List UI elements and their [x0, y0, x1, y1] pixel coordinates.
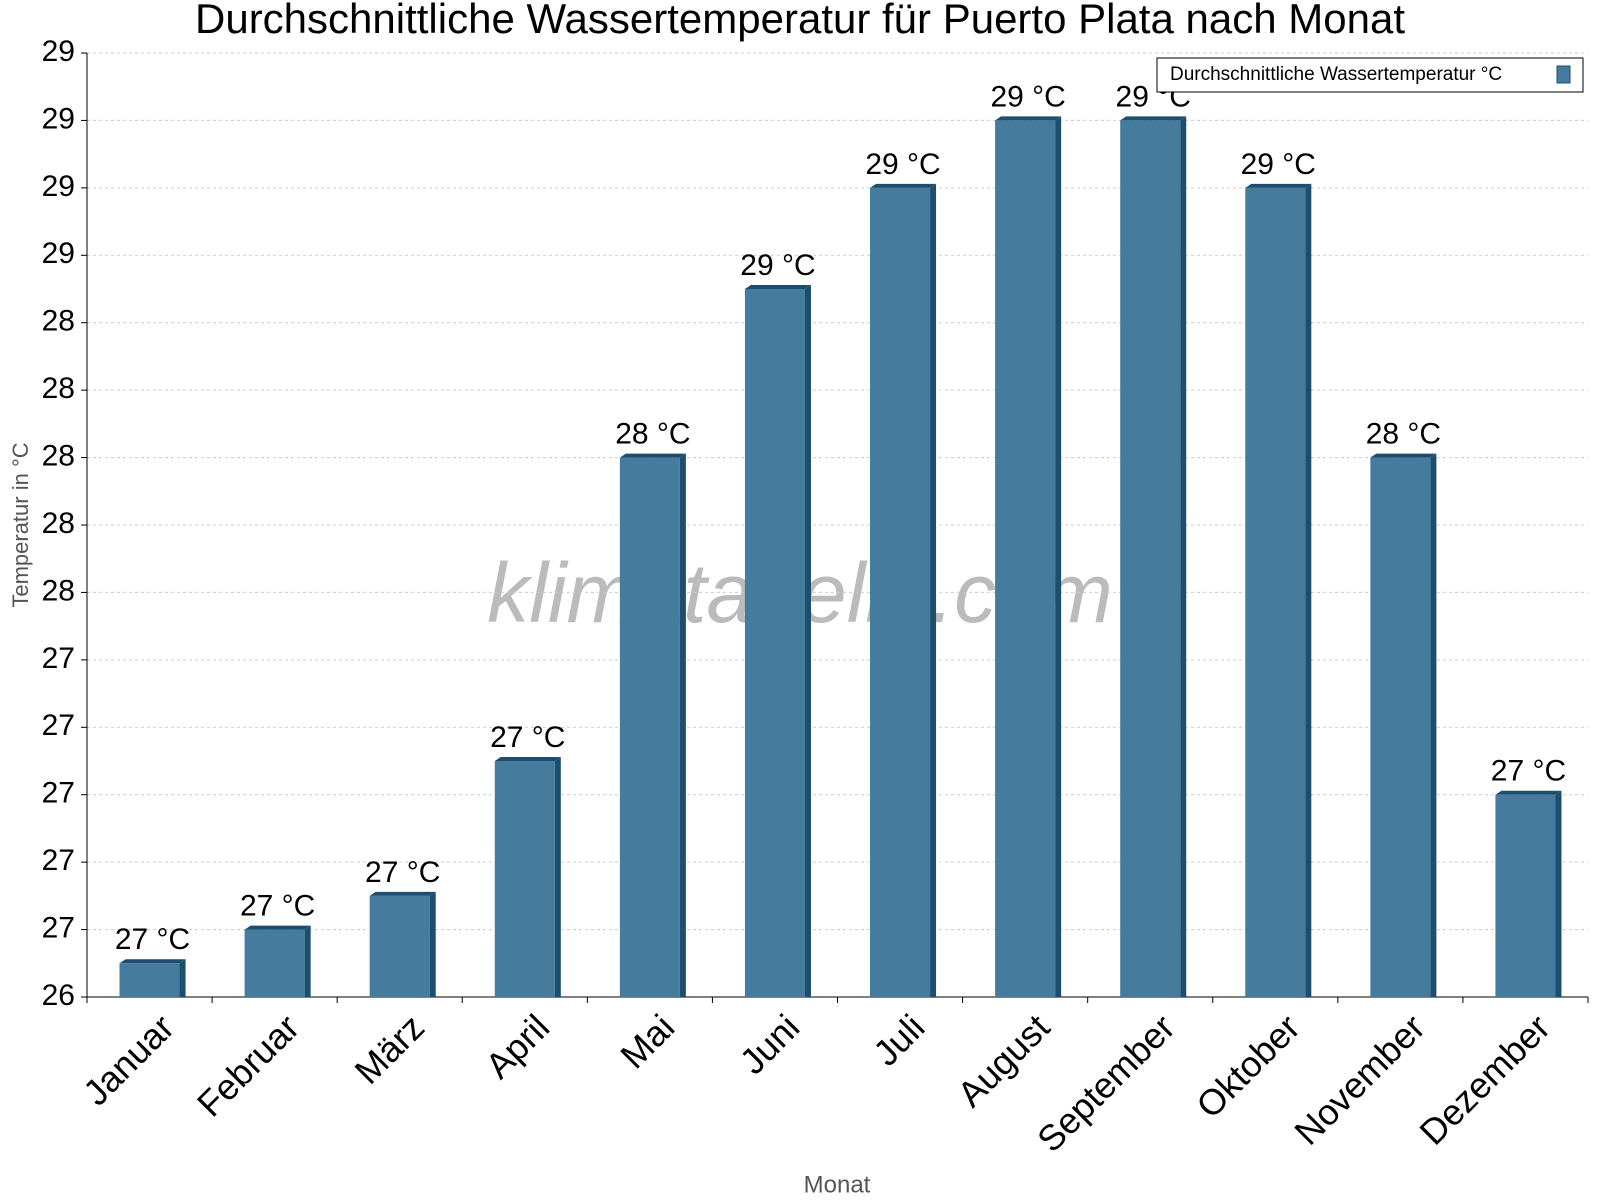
y-tick-label: 28: [42, 439, 75, 472]
x-tick-label: Januar: [75, 1006, 182, 1113]
bar: [1245, 187, 1306, 997]
bar-shade: [1055, 116, 1062, 997]
bar-shade: [179, 959, 186, 997]
x-tick-label: November: [1286, 1006, 1432, 1152]
bar-shade: [1305, 183, 1312, 997]
value-label: 29 °C: [740, 249, 815, 282]
bar-shade: [119, 959, 186, 964]
bar: [744, 289, 805, 997]
x-axis-label: Monat: [804, 1171, 871, 1198]
bar: [1370, 457, 1431, 998]
value-label: 27 °C: [115, 923, 190, 956]
value-label: 28 °C: [1366, 417, 1441, 450]
y-tick-label: 26: [42, 979, 75, 1012]
bar: [244, 929, 305, 997]
value-label: 28 °C: [615, 417, 690, 450]
bar-shade: [1370, 453, 1437, 458]
y-tick-label: 28: [42, 372, 75, 405]
value-label: 29 °C: [1241, 148, 1316, 181]
legend-label: Durchschnittliche Wassertemperatur °C: [1170, 64, 1502, 85]
bar: [1120, 120, 1181, 997]
x-tick-label: April: [477, 1006, 557, 1086]
y-tick-label: 27: [42, 709, 75, 742]
value-label: 29 °C: [990, 80, 1065, 113]
x-tick-label: Juli: [865, 1006, 932, 1073]
y-tick-label: 28: [42, 507, 75, 540]
bar-shade: [369, 891, 436, 896]
value-label: 27 °C: [240, 889, 315, 922]
bar: [119, 963, 180, 997]
y-tick-label: 29: [42, 35, 75, 68]
bar: [1495, 794, 1556, 997]
bar-shade: [1245, 183, 1312, 188]
x-tick-label: September: [1029, 1006, 1183, 1160]
x-tick-label: Oktober: [1188, 1006, 1308, 1126]
bar-shade: [1180, 116, 1187, 997]
bar-shade: [554, 757, 561, 997]
value-label: 27 °C: [365, 856, 440, 889]
value-label: 27 °C: [1491, 755, 1566, 788]
y-tick-label: 27: [42, 777, 75, 810]
y-tick-label: 27: [42, 642, 75, 675]
bar: [870, 187, 931, 997]
legend: Durchschnittliche Wassertemperatur °C: [1156, 57, 1584, 93]
chart-title: Durchschnittliche Wassertemperatur für P…: [195, 0, 1405, 42]
y-tick-label: 28: [42, 305, 75, 338]
bar-shade: [1555, 790, 1562, 997]
value-label: 27 °C: [490, 721, 565, 754]
y-tick-label: 29: [42, 170, 75, 203]
x-tick-label: Mai: [612, 1006, 682, 1076]
y-tick-label: 29: [42, 102, 75, 135]
y-tick-label: 27: [42, 911, 75, 944]
bar-shade: [870, 183, 937, 188]
bar-shade: [804, 285, 811, 997]
bar-shade: [244, 925, 311, 930]
y-tick-label: 29: [42, 237, 75, 270]
value-label: 29 °C: [865, 148, 940, 181]
bar-shade: [1430, 453, 1437, 998]
bar-shade: [1120, 116, 1187, 121]
y-axis-label: Temperatur in °C: [8, 442, 33, 607]
bar-shade: [995, 116, 1062, 121]
y-tick-label: 28: [42, 574, 75, 607]
x-tick-label: Juni: [732, 1006, 808, 1082]
bar-shade: [429, 891, 436, 997]
bar: [995, 120, 1056, 997]
legend-box: [1156, 57, 1584, 93]
bar-shade: [304, 925, 311, 997]
bar-shade: [679, 453, 686, 998]
bar-shade: [930, 183, 937, 997]
y-tick-label: 27: [42, 844, 75, 877]
legend-swatch: [1556, 65, 1571, 84]
bar-shade: [1495, 790, 1562, 795]
bar-shade: [494, 757, 561, 761]
bar-shade: [744, 285, 811, 289]
x-tick-label: Februar: [189, 1006, 307, 1124]
bar: [369, 895, 430, 997]
bar: [494, 761, 555, 997]
x-tick-label: März: [347, 1006, 433, 1092]
x-tick-label: Dezember: [1411, 1006, 1557, 1152]
bar: [619, 457, 680, 998]
bar-shade: [619, 453, 686, 458]
x-tick-label: August: [949, 1006, 1057, 1114]
